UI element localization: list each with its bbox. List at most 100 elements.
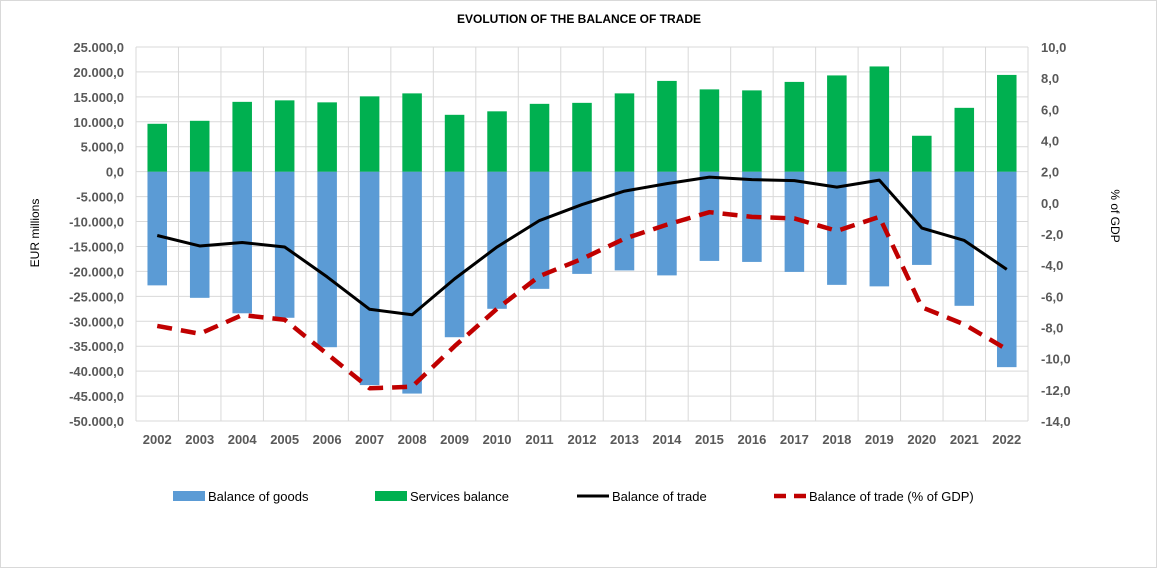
services-bar <box>274 100 295 172</box>
y2-tick-label: 8,0 <box>1041 71 1059 86</box>
services-bar <box>912 135 932 172</box>
y2-tick-label: -6,0 <box>1041 289 1063 304</box>
y-tick-label: -25.000,0 <box>69 289 124 304</box>
legend-swatch <box>173 491 205 501</box>
y-tick-label: -35.000,0 <box>69 339 124 354</box>
services-bar <box>232 101 252 172</box>
y2-tick-label: 6,0 <box>1041 102 1059 117</box>
services-bar <box>529 103 550 172</box>
legend-label: Balance of trade <box>612 489 707 504</box>
services-bar <box>742 90 762 172</box>
y-tick-label: 15.000,0 <box>73 90 124 105</box>
y2-tick-label: -10,0 <box>1041 352 1071 367</box>
y-axis-title: EUR millions <box>28 199 42 268</box>
goods-bar <box>189 171 210 298</box>
x-tick-label: 2003 <box>185 432 214 447</box>
services-bar <box>614 93 635 172</box>
y-tick-label: -10.000,0 <box>69 215 124 230</box>
goods-bar <box>402 171 422 394</box>
y2-tick-label: 0,0 <box>1041 196 1059 211</box>
y-tick-label: -45.000,0 <box>69 389 124 404</box>
legend-label: Balance of goods <box>208 489 309 504</box>
chart-title: EVOLUTION OF THE BALANCE OF TRADE <box>457 12 701 26</box>
y2-tick-label: -8,0 <box>1041 321 1063 336</box>
balance-of-trade-line <box>156 175 1008 317</box>
goods-bar <box>444 171 465 338</box>
services-bar <box>147 123 168 172</box>
y-tick-label: 10.000,0 <box>73 115 124 130</box>
legend-label: Balance of trade (% of GDP) <box>809 489 974 504</box>
services-bar <box>572 102 592 172</box>
services-bar <box>699 89 720 172</box>
services-bar <box>827 75 847 172</box>
goods-bar <box>572 171 592 274</box>
y-tick-label: -40.000,0 <box>69 364 124 379</box>
services-bar <box>359 96 380 172</box>
goods-bar <box>614 171 635 271</box>
x-tick-label: 2022 <box>992 432 1021 447</box>
x-tick-label: 2005 <box>270 432 299 447</box>
goods-bar <box>827 171 847 285</box>
services-bar <box>444 114 465 172</box>
y-tick-label: 20.000,0 <box>73 65 124 80</box>
x-tick-label: 2018 <box>822 432 851 447</box>
y2-tick-label: -14,0 <box>1041 414 1071 429</box>
y-tick-label: 0,0 <box>106 165 124 180</box>
y2-axis-title: % of GDP <box>1108 189 1122 242</box>
goods-bar <box>869 171 890 287</box>
goods-bar <box>912 171 932 265</box>
y-tick-label: -15.000,0 <box>69 239 124 254</box>
x-tick-label: 2011 <box>525 432 553 447</box>
goods-bar <box>487 171 507 309</box>
x-tick-label: 2008 <box>398 432 427 447</box>
x-tick-label: 2004 <box>228 432 258 447</box>
goods-bar <box>317 171 337 348</box>
y2-tick-label: 4,0 <box>1041 134 1059 149</box>
goods-bar <box>954 171 975 306</box>
goods-bar <box>359 171 380 386</box>
x-tick-label: 2017 <box>780 432 809 447</box>
ticks: 25.000,0 20.000,0 15.000,0 10.000,0 5.000,0 0… <box>69 40 1071 447</box>
y-tick-label: -20.000,0 <box>69 264 124 279</box>
x-tick-label: 2002 <box>143 432 172 447</box>
x-tick-label: 2012 <box>568 432 597 447</box>
services-bar <box>996 74 1017 172</box>
services-bar <box>869 66 890 172</box>
y2-tick-label: 10,0 <box>1041 40 1066 55</box>
services-bar <box>657 80 677 172</box>
y-tick-label: 25.000,0 <box>73 40 124 55</box>
x-tick-label: 2006 <box>313 432 342 447</box>
y2-tick-label: -12,0 <box>1041 383 1071 398</box>
x-tick-label: 2013 <box>610 432 639 447</box>
y-tick-label: -50.000,0 <box>69 414 124 429</box>
y-tick-label: 5.000,0 <box>81 140 124 155</box>
bars <box>147 66 1017 394</box>
legend: Balance of goods Services balance Balance … <box>173 489 974 504</box>
x-tick-label: 2021 <box>950 432 979 447</box>
legend-swatch <box>375 491 407 501</box>
y2-tick-label: -2,0 <box>1041 227 1063 242</box>
x-tick-label: 2010 <box>483 432 512 447</box>
services-bar <box>954 107 975 172</box>
x-tick-label: 2009 <box>440 432 469 447</box>
goods-bar <box>699 171 720 261</box>
y-tick-label: -30.000,0 <box>69 314 124 329</box>
x-tick-label: 2014 <box>652 432 682 447</box>
services-bar <box>487 111 507 172</box>
x-tick-label: 2020 <box>907 432 936 447</box>
goods-bar <box>529 171 550 289</box>
legend-label: Services balance <box>410 489 509 504</box>
goods-bar <box>147 171 168 286</box>
balance-pct-gdp-line <box>156 209 1008 391</box>
y-tick-label: -5.000,0 <box>76 190 124 205</box>
x-tick-label: 2019 <box>865 432 894 447</box>
y2-tick-label: -4,0 <box>1041 258 1063 273</box>
y2-tick-label: 2,0 <box>1041 165 1059 180</box>
services-bar <box>317 102 337 172</box>
lines <box>156 175 1008 391</box>
x-tick-label: 2007 <box>355 432 384 447</box>
x-tick-label: 2015 <box>695 432 724 447</box>
services-bar <box>784 81 805 172</box>
